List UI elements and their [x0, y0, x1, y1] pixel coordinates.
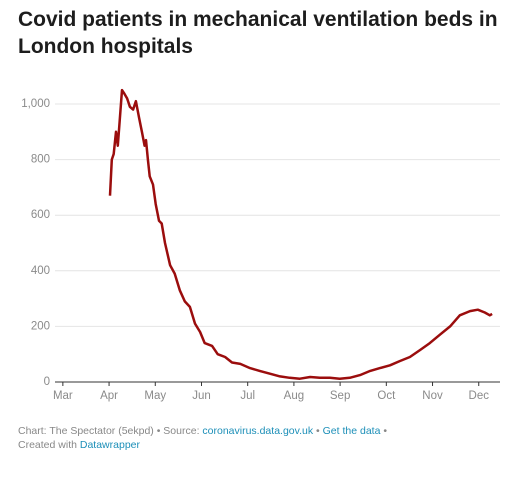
footer: Chart: The Spectator (5ekpd) • Source: c…	[18, 424, 387, 452]
y-tick-label: 0	[44, 376, 50, 388]
data-link[interactable]: Get the data	[322, 425, 381, 437]
y-tick-label: 200	[31, 320, 50, 332]
x-tick-label: Jul	[240, 390, 255, 402]
footer-text: •	[313, 425, 323, 437]
data-line	[108, 88, 493, 380]
x-tick-label: Apr	[100, 390, 118, 402]
source-link[interactable]: coronavirus.data.gov.uk	[202, 425, 314, 437]
chart-title: Covid patients in mechanical ventilation…	[18, 8, 498, 58]
chart: 0 200 400 600 800 1,000 Mar Apr May Jun Jul Aug Sep O…	[21, 88, 500, 402]
x-tick-label: Oct	[377, 390, 396, 402]
footer-text: •	[380, 425, 388, 437]
y-tick-label: 800	[31, 154, 50, 166]
x-tick-label: May	[144, 390, 166, 402]
y-tick-label: 400	[31, 265, 50, 277]
x-tick-label: Aug	[284, 390, 304, 402]
x-tick-label: Dec	[469, 390, 490, 402]
x-tick-label: Jun	[192, 390, 211, 402]
tool-link[interactable]: Datawrapper	[79, 439, 140, 451]
x-tick-label: Nov	[422, 390, 443, 402]
footer-text: Created with	[18, 439, 80, 451]
y-tick-label: 1,000	[21, 98, 50, 110]
y-tick-label: 600	[31, 209, 50, 221]
footer-text: Chart: The Spectator (5ekpd) • Source:	[18, 425, 203, 437]
x-tick-label: Sep	[330, 390, 350, 402]
x-tick-label: Mar	[53, 390, 73, 402]
